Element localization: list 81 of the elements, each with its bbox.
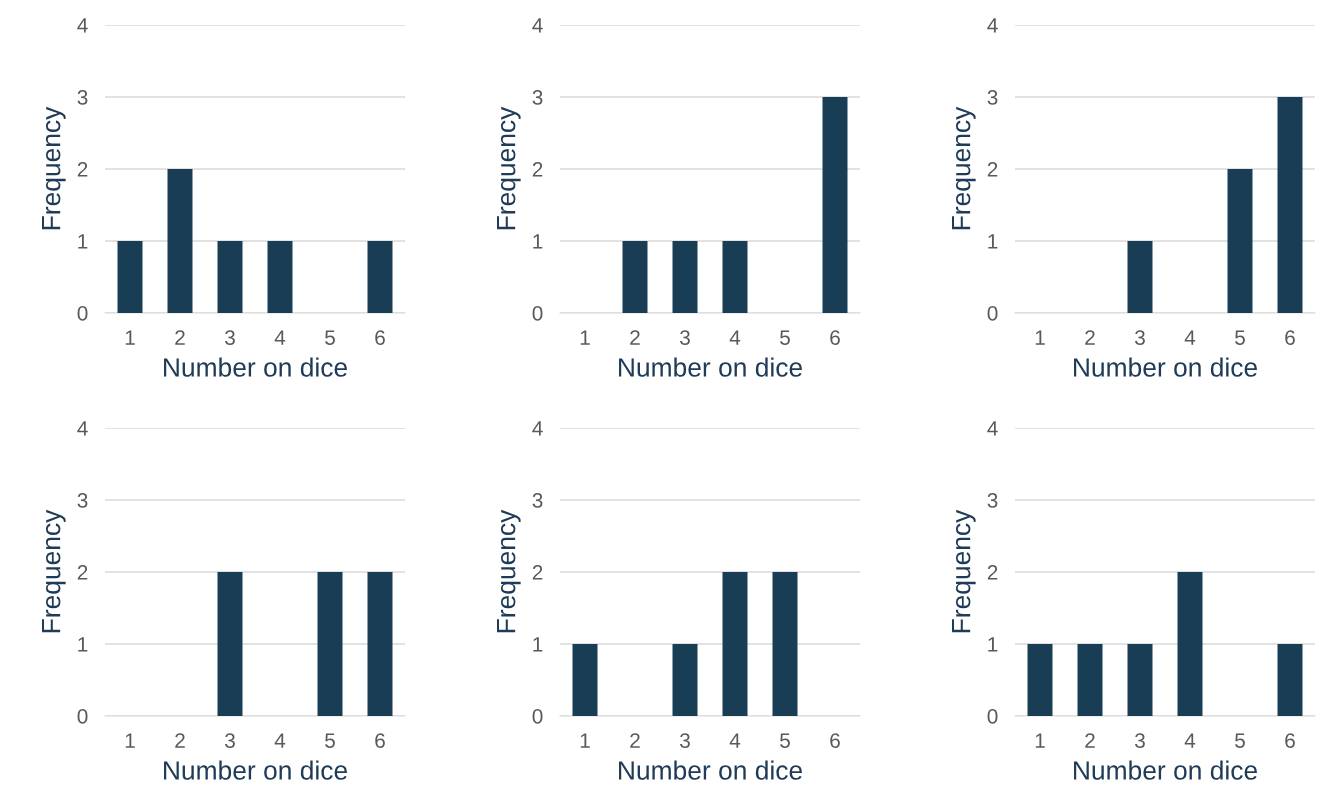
y-tick-label: 2: [987, 162, 998, 177]
y-tick-label: 1: [78, 234, 88, 249]
y-axis-title: Frequency: [952, 106, 976, 230]
x-tick-label: 1: [125, 733, 135, 748]
y-tick-label: 0: [532, 306, 543, 321]
x-tick-label: 4: [274, 733, 286, 748]
x-tick-label: 2: [630, 733, 640, 748]
y-tick-label: 3: [77, 493, 88, 508]
y-tick-label: 4: [987, 421, 998, 436]
y-axis-title: Frequency: [42, 509, 66, 633]
x-tick-label: 2: [1085, 733, 1095, 748]
x-tick-label: 3: [680, 330, 690, 345]
x-tick-label: 6: [1285, 733, 1295, 748]
x-tick-label: 6: [830, 330, 840, 345]
x-tick-label: 2: [175, 733, 185, 748]
x-tick-label: 3: [225, 733, 235, 748]
x-tick-label: 5: [325, 330, 335, 345]
x-axis-title: Number on dice: [619, 760, 802, 780]
bar: [1277, 97, 1303, 313]
y-axis-title: Frequency: [42, 106, 66, 230]
x-tick-label: 5: [1235, 330, 1245, 345]
y-tick-label: 1: [988, 637, 998, 652]
y-tick-label: 4: [77, 18, 88, 33]
x-tick-label: 3: [225, 330, 235, 345]
y-axis-title: Frequency: [497, 106, 521, 230]
x-tick-label: 5: [1235, 733, 1245, 748]
x-tick-label: 1: [1035, 733, 1045, 748]
bar: [1227, 169, 1253, 313]
y-tick-label: 2: [77, 162, 88, 177]
x-axis-title: Number on dice: [1074, 760, 1257, 780]
x-tick-label: 6: [1285, 330, 1295, 345]
y-tick-label: 4: [987, 18, 998, 33]
y-tick-label: 4: [532, 421, 543, 436]
y-tick-label: 4: [77, 421, 88, 436]
y-tick-label: 0: [532, 709, 543, 724]
y-tick-label: 1: [533, 234, 543, 249]
x-tick-label: 1: [125, 330, 135, 345]
y-tick-label: 0: [77, 306, 88, 321]
x-axis-title: Number on dice: [1074, 357, 1257, 377]
x-axis-title: Number on dice: [164, 357, 347, 377]
x-tick-label: 2: [175, 330, 185, 345]
y-tick-label: 0: [987, 709, 998, 724]
x-tick-label: 3: [1135, 733, 1145, 748]
x-tick-label: 6: [375, 733, 385, 748]
y-tick-label: 2: [987, 565, 998, 580]
x-tick-label: 5: [325, 733, 335, 748]
x-tick-label: 2: [630, 330, 640, 345]
x-tick-label: 6: [375, 330, 385, 345]
y-axis-title: Frequency: [952, 509, 976, 633]
y-tick-label: 1: [533, 637, 543, 652]
y-axis-title: Frequency: [497, 509, 521, 633]
x-tick-label: 4: [1184, 330, 1196, 345]
x-axis-title: Number on dice: [164, 760, 347, 780]
x-tick-label: 1: [1035, 330, 1045, 345]
x-tick-label: 3: [680, 733, 690, 748]
x-tick-label: 5: [780, 733, 790, 748]
y-tick-label: 2: [532, 565, 543, 580]
x-tick-label: 5: [780, 330, 790, 345]
x-tick-label: 1: [580, 330, 590, 345]
x-tick-label: 4: [729, 733, 741, 748]
x-tick-label: 1: [580, 733, 590, 748]
x-tick-label: 2: [1085, 330, 1095, 345]
y-tick-label: 2: [532, 162, 543, 177]
y-tick-label: 2: [77, 565, 88, 580]
x-tick-label: 4: [274, 330, 286, 345]
x-tick-label: 4: [729, 330, 741, 345]
y-tick-label: 1: [78, 637, 88, 652]
y-tick-label: 4: [532, 18, 543, 33]
x-axis-title: Number on dice: [619, 357, 802, 377]
y-tick-label: 3: [987, 493, 998, 508]
x-tick-label: 6: [830, 733, 840, 748]
y-tick-label: 3: [77, 90, 88, 105]
y-tick-label: 0: [77, 709, 88, 724]
y-tick-label: 0: [987, 306, 998, 321]
x-tick-label: 4: [1184, 733, 1196, 748]
x-tick-label: 3: [1135, 330, 1145, 345]
y-tick-label: 1: [988, 234, 998, 249]
y-tick-label: 3: [532, 493, 543, 508]
y-tick-label: 3: [987, 90, 998, 105]
y-tick-label: 3: [532, 90, 543, 105]
bar: [1127, 241, 1153, 313]
